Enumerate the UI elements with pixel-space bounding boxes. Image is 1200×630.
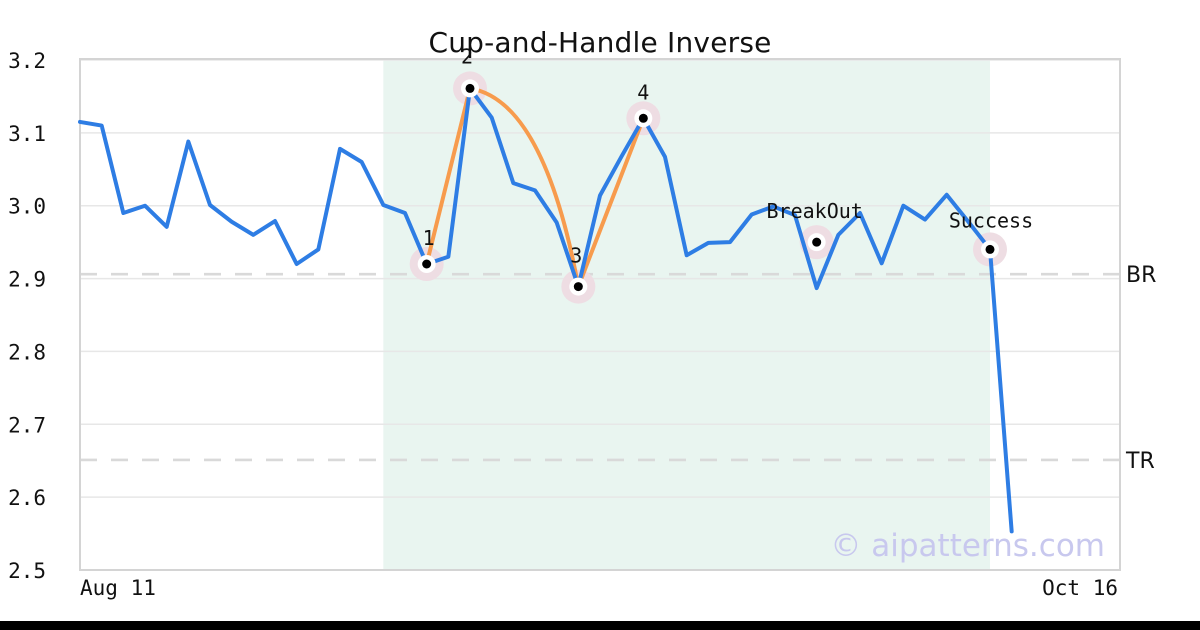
marker-dot-Success (985, 244, 995, 254)
y-tick-label: 3.0 (8, 195, 46, 219)
y-tick-label: 2.5 (8, 559, 46, 583)
x-tick-label-start: Aug 11 (80, 576, 156, 600)
marker-label-BreakOut: BreakOut (767, 199, 863, 223)
pattern-overlay-line (424, 86, 646, 289)
y-tick-label: 2.8 (8, 340, 46, 364)
marker-label-3: 3 (570, 244, 582, 268)
y-tick-label: 2.6 (8, 486, 46, 510)
marker-dot-2 (465, 83, 475, 93)
marker-dot-4 (638, 113, 648, 123)
y-tick-label: 2.7 (8, 413, 46, 437)
bottom-accent-bar (0, 621, 1200, 630)
marker-dot-BreakOut (812, 237, 822, 247)
plot-border (79, 58, 1121, 571)
marker-dot-3 (573, 282, 583, 292)
marker-label-1: 1 (423, 226, 435, 250)
x-tick-label-end: Oct 16 (1042, 576, 1118, 600)
level-label-BR: BR (1126, 263, 1156, 288)
y-tick-label: 3.2 (8, 49, 46, 73)
y-tick-label: 2.9 (8, 268, 46, 292)
marker-label-4: 4 (637, 80, 649, 104)
level-label-TR: TR (1125, 449, 1155, 474)
marker-label-Success: Success (949, 208, 1033, 232)
chart-title: Cup-and-Handle Inverse (428, 26, 772, 59)
y-tick-label: 3.1 (8, 122, 46, 146)
marker-dot-1 (422, 259, 432, 269)
watermark: © aipatterns.com (830, 528, 1105, 564)
pattern-region-shade (383, 60, 990, 570)
marker-label-2: 2 (461, 44, 473, 68)
price-line (78, 86, 1014, 534)
